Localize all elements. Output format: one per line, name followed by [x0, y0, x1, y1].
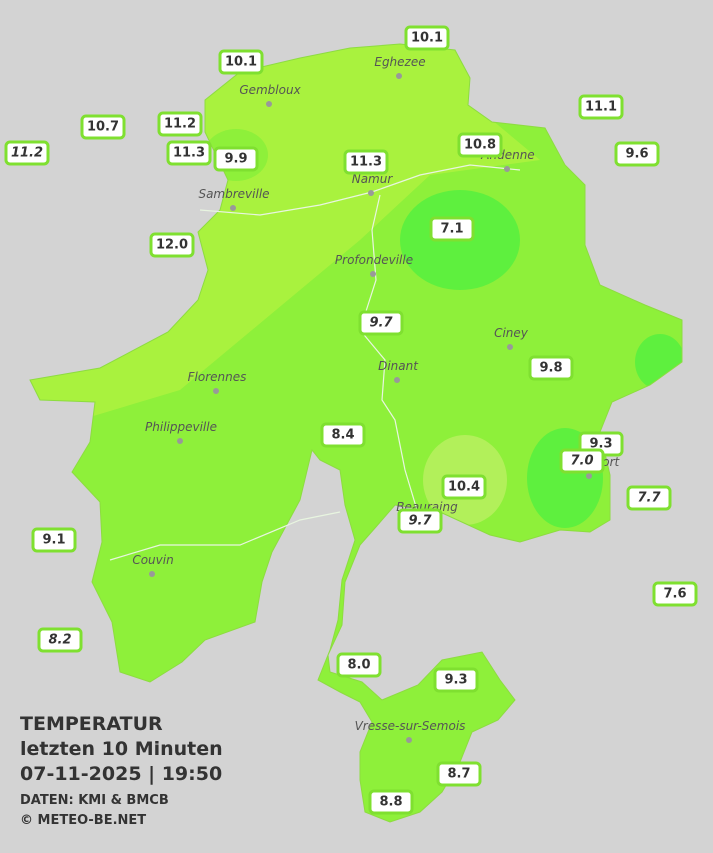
town-label: Gembloux — [239, 83, 301, 97]
station-value: 8.0 — [347, 658, 370, 673]
station-box — [166, 140, 212, 166]
station-box — [31, 527, 77, 553]
station-value: 7.6 — [663, 587, 686, 602]
station-value: 10.8 — [464, 138, 496, 153]
towns: EghezeeGemblouxAndenneNamurSambrevillePr… — [132, 55, 621, 743]
station-value: 7.0 — [570, 454, 593, 469]
town-dot — [370, 271, 376, 277]
town-dot — [394, 377, 400, 383]
station-value: 11.3 — [173, 146, 205, 161]
town-dot — [504, 166, 510, 172]
station-value: 8.8 — [379, 795, 402, 810]
town-label: Ciney — [494, 326, 529, 340]
town-label: Namur — [352, 172, 394, 186]
station-value: 11.2 — [11, 146, 43, 161]
town-dot — [586, 473, 592, 479]
title-line: letzten 10 Minuten — [20, 738, 223, 760]
station-value: 9.7 — [369, 316, 393, 331]
station-value: 10.1 — [225, 55, 257, 70]
station-value: 11.1 — [585, 100, 617, 115]
town-label: Philippeville — [145, 420, 217, 434]
credit-line: © METEO-BE.NET — [20, 813, 146, 828]
station-value: 9.3 — [589, 437, 612, 452]
station-box — [436, 761, 482, 787]
stations: 10.1 10.1 11.1 10.7 11.2 11.2 11.3 9.9 11.3 10.8 9… — [4, 25, 698, 815]
station-value: 10.7 — [87, 120, 119, 135]
town-label: Florennes — [188, 370, 247, 384]
river — [109, 511, 341, 561]
station-box — [343, 149, 389, 175]
station-box — [218, 49, 264, 75]
station-box — [614, 141, 660, 167]
town-label: Couvin — [132, 553, 173, 567]
station-box — [457, 132, 503, 158]
town-label: Dinant — [378, 359, 419, 373]
town-label: Sambreville — [198, 187, 269, 201]
station-value: 7.7 — [637, 491, 661, 506]
station-value: 11.2 — [164, 117, 196, 132]
station-box — [149, 232, 195, 258]
station-value: 9.1 — [42, 533, 65, 548]
credit-line: DATEN: KMI & BMCB — [20, 793, 169, 808]
station-value: 10.4 — [448, 480, 480, 495]
station-box — [213, 146, 259, 172]
station-value: 9.3 — [444, 673, 467, 688]
station-box — [433, 667, 479, 693]
town-label: Vresse-sur-Semois — [355, 719, 466, 733]
station-box — [652, 581, 698, 607]
town-dot — [230, 205, 236, 211]
station-box — [358, 310, 404, 336]
town-dot — [213, 388, 219, 394]
station-value: 9.7 — [408, 514, 432, 529]
station-value: 9.8 — [539, 361, 562, 376]
station-box — [80, 114, 126, 140]
station-value: 8.4 — [331, 428, 354, 443]
station-box — [320, 422, 366, 448]
station-value: 8.7 — [447, 767, 470, 782]
station-value: 7.1 — [440, 222, 463, 237]
station-value: 10.1 — [411, 31, 443, 46]
station-value: 12.0 — [156, 238, 188, 253]
station-box — [626, 485, 672, 511]
station-value: 9.9 — [224, 152, 247, 167]
town-dot — [149, 571, 155, 577]
station-box — [157, 111, 203, 137]
town-dot — [406, 737, 412, 743]
town-dot — [507, 344, 513, 350]
station-box — [559, 448, 605, 474]
town-dot — [368, 190, 374, 196]
station-box — [397, 508, 443, 534]
town-dot — [266, 101, 272, 107]
station-value: 11.3 — [350, 155, 382, 170]
station-box — [404, 25, 450, 51]
town-dot — [177, 438, 183, 444]
title-line: 07-11-2025 | 19:50 — [20, 763, 222, 785]
station-box — [578, 94, 624, 120]
town-label: Eghezee — [374, 55, 425, 69]
station-value: 8.2 — [48, 633, 71, 648]
station-box — [336, 652, 382, 678]
title-block: TEMPERATUR letzten 10 Minuten 07-11-2025 |… — [20, 713, 223, 828]
station-box — [368, 789, 414, 815]
river — [359, 194, 421, 521]
title-line: TEMPERATUR — [20, 713, 163, 735]
station-box — [441, 474, 487, 500]
station-box — [4, 140, 50, 166]
station-box — [528, 355, 574, 381]
station-box — [429, 216, 475, 242]
station-value: 9.6 — [625, 147, 648, 162]
town-dot — [396, 73, 402, 79]
town-label: Profondeville — [335, 253, 413, 267]
station-box — [37, 627, 83, 653]
